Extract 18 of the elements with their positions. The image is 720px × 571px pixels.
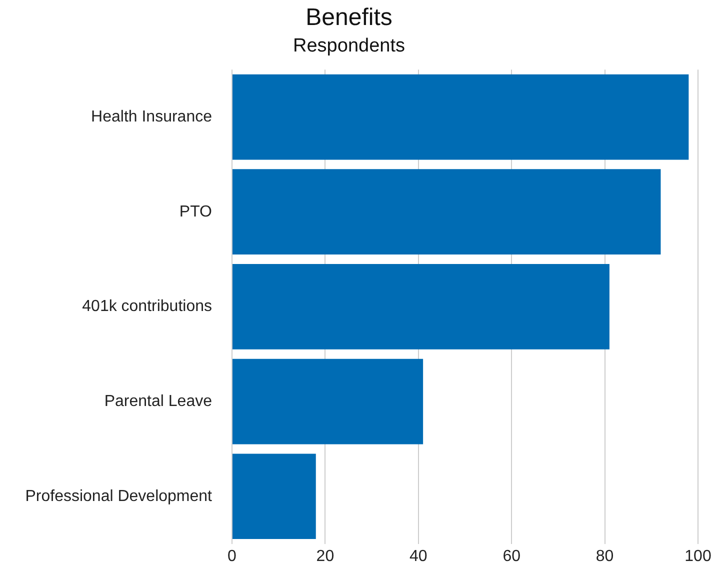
bar [232,74,689,160]
x-tick-label: 20 [316,548,334,565]
chart-subtitle: Respondents [293,35,405,56]
y-tick-label: Professional Development [25,488,213,505]
bar [232,454,316,540]
y-tick-label: Health Insurance [91,108,212,126]
x-tick-label: 60 [502,548,521,565]
y-tick-label: 401k contributions [82,298,212,316]
y-tick-label: PTO [179,203,212,220]
bar [232,358,424,444]
chart-title: Benefits [306,4,392,32]
bar [232,264,610,350]
x-tick-label: 100 [684,548,712,565]
bar [232,169,661,255]
x-tick-label: 80 [596,548,614,565]
x-tick-label: 40 [410,548,428,565]
x-tick-label: 0 [228,548,237,565]
y-tick-label: Parental Leave [104,392,212,410]
